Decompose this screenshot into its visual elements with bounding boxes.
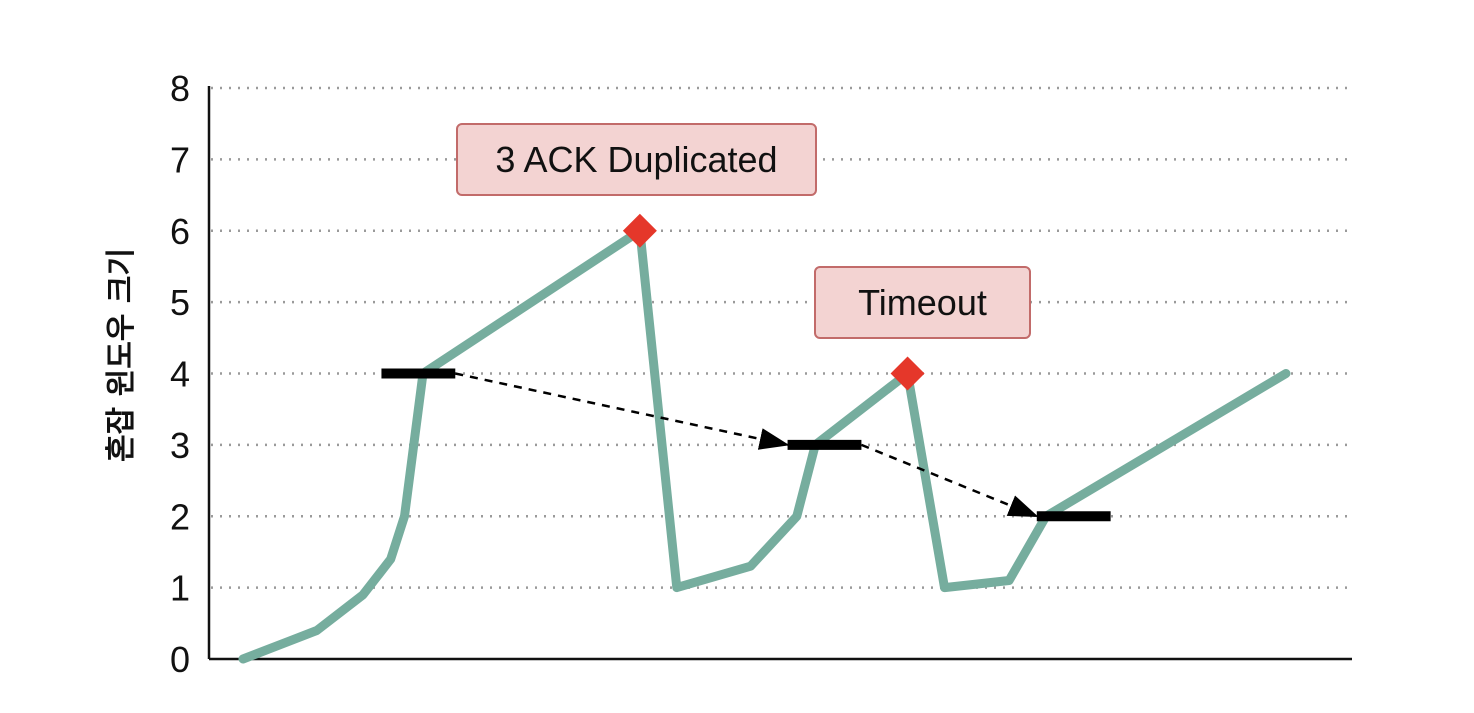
event-marker: [622, 213, 657, 248]
series-line: [238, 226, 1291, 664]
markers: [622, 213, 925, 391]
y-tick-label: 7: [170, 139, 190, 180]
y-tick-label: 8: [170, 68, 190, 109]
y-tick-label: 6: [170, 211, 190, 252]
y-tick-label: 3: [170, 425, 190, 466]
event-marker: [890, 356, 925, 391]
axes: [207, 86, 1352, 661]
callout-timeout: Timeout: [814, 266, 1031, 339]
threshold-arrows: [455, 372, 1039, 518]
y-ticks: 0 1 2 3 4 5 6 7 8: [170, 68, 190, 680]
callout-3-ack-duplicated: 3 ACK Duplicated: [456, 123, 817, 196]
callout-label: 3 ACK Duplicated: [495, 138, 778, 180]
y-tick-label: 5: [170, 282, 190, 323]
callout-label: Timeout: [858, 281, 987, 323]
threshold-arrow: [455, 372, 790, 450]
y-tick-label: 0: [170, 639, 190, 680]
y-tick-label: 2: [170, 496, 190, 537]
thresholds: [381, 368, 1111, 522]
y-axis-label: 혼잡 윈도우 크기: [104, 247, 139, 463]
series: [238, 226, 1291, 664]
y-tick-label: 1: [170, 568, 190, 609]
threshold-arrow: [860, 443, 1039, 518]
y-tick-label: 4: [170, 354, 190, 395]
